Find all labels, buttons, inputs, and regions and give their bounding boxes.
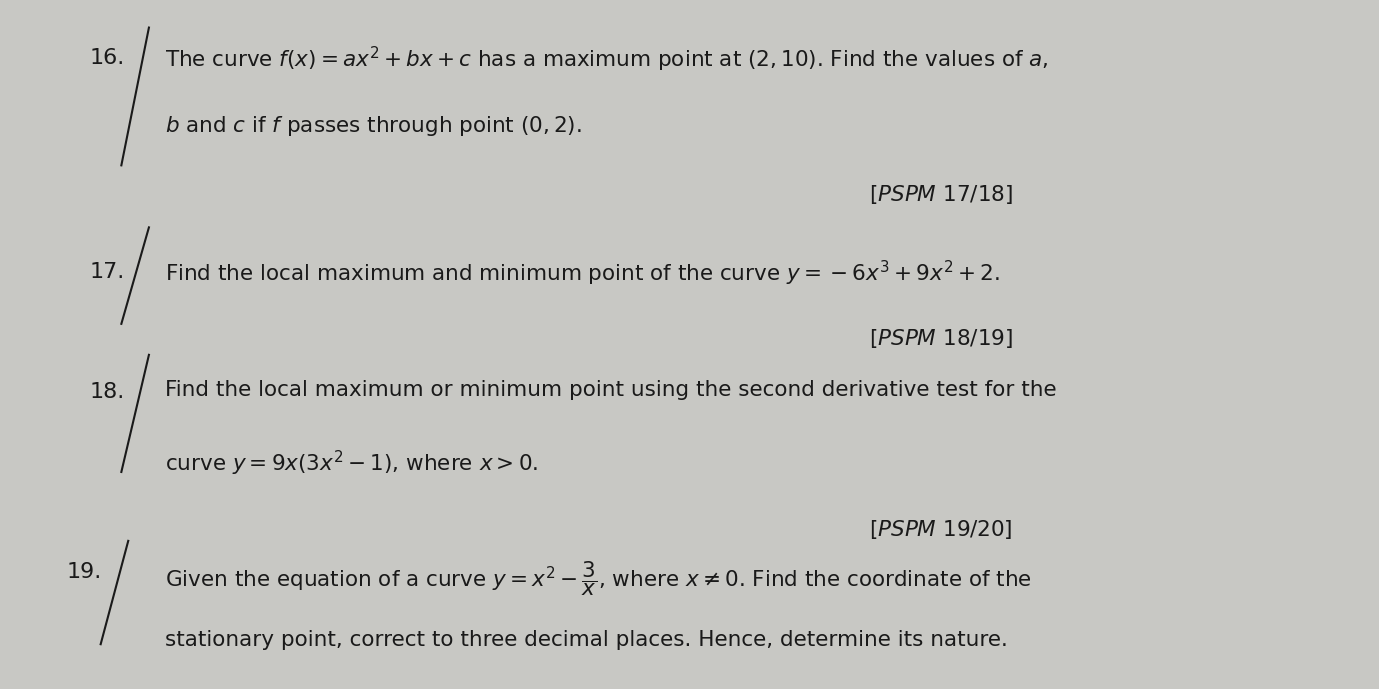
Text: $[PSPM\ 19/20]$: $[PSPM\ 19/20]$ xyxy=(869,518,1012,541)
Text: Find the local maximum or minimum point using the second derivative test for the: Find the local maximum or minimum point … xyxy=(165,380,1058,400)
Text: curve $y=9x(3x^2-1)$, where $x>0$.: curve $y=9x(3x^2-1)$, where $x>0$. xyxy=(165,449,539,478)
Text: $[PSPM\ 18/19]$: $[PSPM\ 18/19]$ xyxy=(869,327,1012,350)
Text: $[PSPM\ 17/18]$: $[PSPM\ 17/18]$ xyxy=(869,183,1012,205)
Text: Given the equation of a curve $y=x^2-\dfrac{3}{x}$, where $x\neq0$. Find the coo: Given the equation of a curve $y=x^2-\df… xyxy=(165,559,1033,598)
Text: The curve $f(x)=ax^2+bx+c$ has a maximum point at $(2,10)$. Find the values of $: The curve $f(x)=ax^2+bx+c$ has a maximum… xyxy=(165,45,1049,74)
Text: stationary point, correct to three decimal places. Hence, determine its nature.: stationary point, correct to three decim… xyxy=(165,630,1008,650)
Text: 19.: 19. xyxy=(66,562,102,582)
Text: 16.: 16. xyxy=(90,48,125,68)
Text: Find the local maximum and minimum point of the curve $y=-6x^3+9x^2+2$.: Find the local maximum and minimum point… xyxy=(165,258,1000,287)
Text: $b$ and $c$ if $f$ passes through point $(0,2)$.: $b$ and $c$ if $f$ passes through point … xyxy=(165,114,582,138)
Text: 18.: 18. xyxy=(90,382,125,402)
Text: 17.: 17. xyxy=(90,262,125,282)
